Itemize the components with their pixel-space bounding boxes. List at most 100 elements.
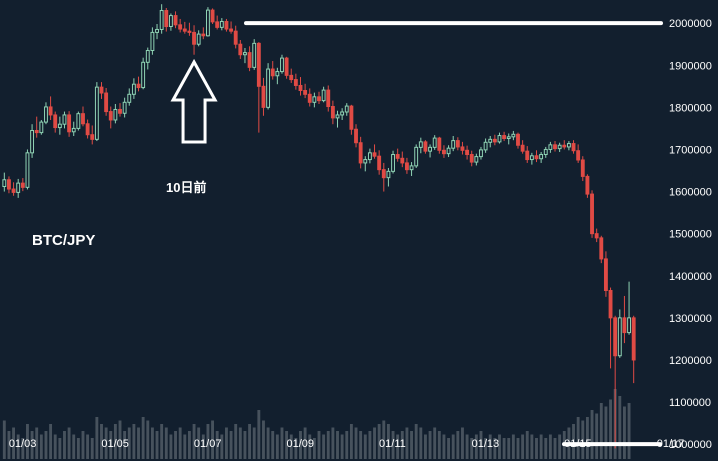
- candle: [409, 162, 414, 176]
- candle: [344, 103, 349, 116]
- candle: [266, 63, 271, 110]
- candle: [557, 142, 562, 152]
- volume-bar: [368, 431, 372, 459]
- volume-bar: [336, 431, 339, 459]
- volume-bar: [243, 431, 247, 459]
- candle: [293, 73, 298, 90]
- candle: [168, 13, 173, 31]
- candle-body: [576, 150, 581, 161]
- volume-bar: [275, 434, 279, 459]
- candle-body: [409, 165, 414, 171]
- volume-bar: [118, 420, 122, 459]
- candle: [94, 82, 99, 142]
- candle: [317, 91, 321, 104]
- candle-body: [358, 142, 363, 164]
- candle-body: [118, 108, 122, 114]
- candle-body: [386, 170, 391, 179]
- candle-body: [25, 152, 30, 188]
- candle: [465, 145, 470, 160]
- volume-bar: [590, 410, 594, 459]
- annotation-label: 10日前: [166, 180, 207, 195]
- volume-bar: [599, 403, 603, 459]
- candle: [145, 47, 150, 70]
- candle-body: [590, 193, 594, 235]
- candle-body: [585, 175, 590, 195]
- volume-bar: [484, 438, 488, 459]
- volume-bar: [192, 424, 196, 459]
- volume-bar: [16, 434, 20, 459]
- candle: [400, 151, 405, 168]
- candle-body: [94, 86, 99, 140]
- candle-body: [557, 144, 562, 150]
- candle: [62, 111, 67, 129]
- candle: [585, 174, 590, 198]
- candle: [164, 7, 169, 32]
- candle: [252, 39, 257, 70]
- volume-bar: [581, 420, 585, 459]
- volume-bar: [470, 438, 474, 459]
- x-tick-label: 01/09: [286, 438, 314, 450]
- y-tick-label: 1700000: [669, 144, 712, 156]
- volume-bar: [44, 431, 48, 459]
- candle-body: [423, 141, 428, 152]
- candle-body: [99, 86, 104, 94]
- candle-body: [497, 135, 502, 143]
- volume-bar: [160, 424, 164, 459]
- candle-body: [428, 146, 433, 152]
- candle-body: [229, 28, 234, 32]
- candle-body: [432, 137, 437, 148]
- candle: [261, 77, 266, 116]
- candle: [256, 42, 261, 133]
- candle-body: [280, 57, 284, 73]
- candle: [238, 39, 243, 59]
- candle-body: [631, 317, 636, 361]
- volume-bar: [544, 438, 548, 459]
- candle: [104, 87, 109, 116]
- volume-bars: [2, 389, 631, 459]
- volume-bar: [322, 434, 326, 459]
- candle: [367, 148, 372, 164]
- candle: [187, 22, 192, 36]
- candle: [81, 106, 85, 127]
- volume-bar: [363, 434, 367, 459]
- candle: [627, 281, 631, 335]
- candle-body: [534, 155, 539, 160]
- candle: [108, 106, 113, 129]
- candle: [617, 309, 622, 358]
- candle-body: [7, 179, 11, 190]
- candle: [381, 162, 386, 192]
- candle-body: [330, 106, 335, 119]
- volume-bar: [530, 434, 534, 459]
- candle-body: [469, 154, 474, 163]
- y-tick-label: 1400000: [669, 271, 712, 283]
- volume-bar: [289, 434, 293, 459]
- candle-body: [2, 179, 7, 188]
- volume-bar: [211, 420, 214, 459]
- volume-bar: [229, 431, 233, 459]
- candle-body: [488, 138, 493, 143]
- candle-body: [303, 90, 308, 95]
- volume-bar: [299, 431, 302, 459]
- volume-bar: [516, 438, 520, 459]
- candle-body: [344, 105, 349, 113]
- y-tick-label: 2000000: [669, 18, 712, 30]
- candle: [30, 124, 35, 158]
- volume-bar: [326, 431, 330, 459]
- volume-bar: [493, 438, 497, 459]
- candle-body: [215, 21, 220, 28]
- volume-bar: [359, 431, 363, 459]
- candle-body: [483, 141, 488, 151]
- x-tick-label: 01/11: [379, 438, 406, 450]
- candle-body: [57, 123, 62, 129]
- candle-body: [321, 89, 326, 102]
- candle: [354, 124, 358, 148]
- candle: [201, 27, 206, 40]
- volume-bar: [257, 410, 261, 459]
- candle: [580, 156, 585, 182]
- candle: [321, 86, 326, 103]
- volume-bar: [183, 434, 187, 459]
- candle: [122, 97, 127, 118]
- candle: [270, 61, 275, 80]
- x-tick-label: 01/13: [472, 438, 500, 450]
